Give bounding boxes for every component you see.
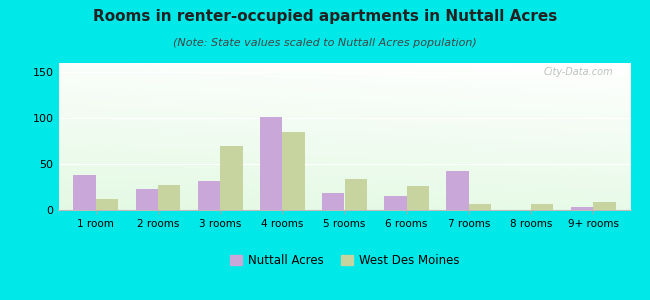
Text: (Note: State values scaled to Nuttall Acres population): (Note: State values scaled to Nuttall Ac… [173, 38, 477, 47]
Bar [384, 196, 407, 210]
Bar [407, 186, 429, 210]
Legend: Nuttall Acres, West Des Moines: Nuttall Acres, West Des Moines [225, 249, 464, 272]
Bar [593, 202, 616, 210]
Bar [322, 193, 344, 210]
Text: Rooms in renter-occupied apartments in Nuttall Acres: Rooms in renter-occupied apartments in N… [93, 9, 557, 24]
Bar [469, 205, 491, 210]
Bar [571, 207, 593, 210]
Bar [260, 117, 282, 210]
Bar [344, 179, 367, 210]
Bar [96, 199, 118, 210]
Text: City-Data.com: City-Data.com [543, 68, 614, 77]
Bar [531, 205, 553, 210]
Bar [136, 189, 158, 210]
Bar [282, 132, 305, 210]
Bar [73, 175, 96, 210]
Bar [220, 146, 242, 210]
Bar [158, 185, 180, 210]
Bar [447, 171, 469, 210]
Bar [198, 181, 220, 210]
